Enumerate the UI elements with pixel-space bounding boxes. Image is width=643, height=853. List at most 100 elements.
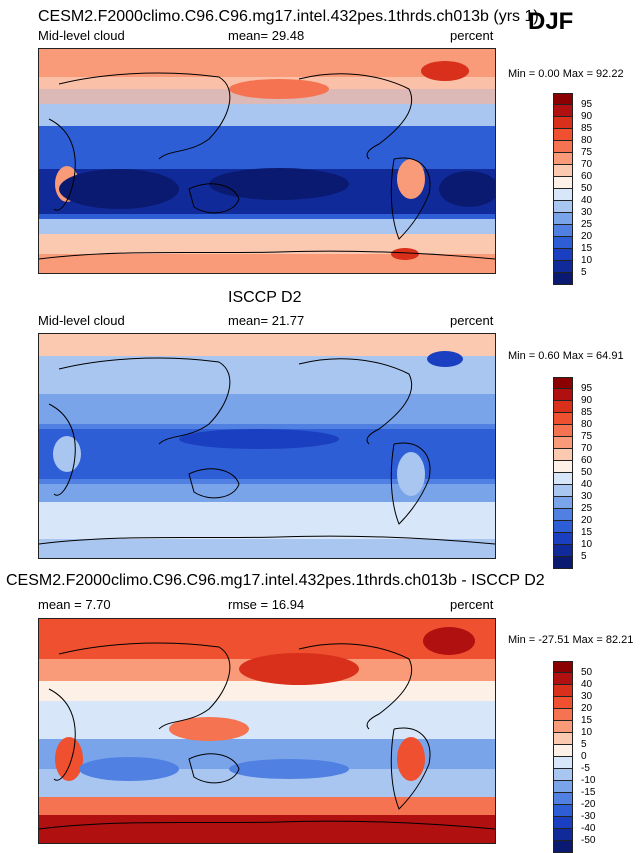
coast-australia xyxy=(188,183,240,214)
cool-indian-ocean xyxy=(79,757,179,781)
cbar3-cell-m15 xyxy=(553,781,573,793)
cbar1-cell-5 xyxy=(553,261,573,273)
cbar2-cell-75 xyxy=(553,425,573,437)
cbar1-cell-85 xyxy=(553,117,573,129)
north-light-band xyxy=(39,104,495,126)
dark-atlantic xyxy=(439,171,495,207)
cbar3-cell-10 xyxy=(553,721,573,733)
antarctic-spot xyxy=(391,248,419,260)
panel3-title: CESM2.F2000climo.C96.C96.mg17.intel.432p… xyxy=(6,572,545,589)
cbar3-cell-m5 xyxy=(553,757,573,769)
cbar2-tick: 85 xyxy=(581,407,593,418)
hotspot-africa xyxy=(55,737,83,781)
cbar2-tick: 5 xyxy=(581,551,587,562)
coastlines xyxy=(39,642,495,830)
cbar3-cell-m20 xyxy=(553,793,573,805)
panel2-units-label: percent xyxy=(450,313,494,328)
cbar2-cell-30 xyxy=(553,485,573,497)
dark-pacific xyxy=(209,168,349,200)
north-light-band xyxy=(39,356,495,396)
cbar1-cell-95 xyxy=(553,93,573,105)
panel2-colorbar xyxy=(553,377,573,569)
hotspot-pacific xyxy=(239,653,359,685)
panel3-map xyxy=(38,618,496,844)
cbar1-cell-70 xyxy=(553,153,573,165)
hotspot-siberia xyxy=(423,627,475,655)
panel2-mean-label: mean= 21.77 xyxy=(228,313,305,328)
spot-south-america xyxy=(397,452,425,496)
coast-north-america xyxy=(298,73,413,160)
coast-south-america xyxy=(390,157,431,240)
cbar3-tick: 40 xyxy=(581,679,593,690)
cbar2-tick: 60 xyxy=(581,455,593,466)
panel1-title: CESM2.F2000climo.C96.C96.mg17.intel.432p… xyxy=(38,8,539,25)
spot-pacific xyxy=(179,429,339,449)
cbar1-tick: 15 xyxy=(581,243,593,254)
cbar1-tick: 90 xyxy=(581,111,593,122)
coast-africa xyxy=(48,118,76,211)
cbar1-tick: 40 xyxy=(581,195,593,206)
panel3-units-label: percent xyxy=(450,597,494,612)
hotspot-indonesia xyxy=(169,717,249,741)
coast-asia xyxy=(58,642,231,730)
cbar2-cell-25 xyxy=(553,497,573,509)
cbar2-cell-15 xyxy=(553,521,573,533)
cbar1-tick: 80 xyxy=(581,135,593,146)
arctic-band xyxy=(39,334,495,358)
coast-antarctica xyxy=(39,250,495,260)
coastlines xyxy=(39,72,495,260)
coast-south-america xyxy=(390,442,431,525)
cbar3-cell-m50 xyxy=(553,829,573,841)
panel1-minmax-label: Min = 0.00 Max = 92.22 xyxy=(508,68,624,80)
cbar3-tick: -50 xyxy=(581,835,596,846)
cbar1-tick: 75 xyxy=(581,147,593,158)
cbar2-tick: 75 xyxy=(581,431,593,442)
cbar3-tick: -40 xyxy=(581,823,596,834)
cbar2-cell-10 xyxy=(553,533,573,545)
cbar2-tick: 70 xyxy=(581,443,593,454)
cbar3-cell-40 xyxy=(553,673,573,685)
cbar3-tick: 20 xyxy=(581,703,593,714)
antarctic-band xyxy=(39,254,495,273)
cbar1-cell-60 xyxy=(553,165,573,177)
dark-indian-ocean xyxy=(59,169,179,209)
panel2-minmax-label: Min = 0.60 Max = 64.91 xyxy=(508,350,624,362)
cbar1-tick: 50 xyxy=(581,183,593,194)
cbar2-tick: 20 xyxy=(581,515,593,526)
south-band xyxy=(39,797,495,817)
spot-africa xyxy=(53,436,81,472)
cbar1-tick: 20 xyxy=(581,231,593,242)
coast-north-america xyxy=(298,358,413,445)
cbar3-tick: -30 xyxy=(581,811,596,822)
panel1-mean-label: mean= 29.48 xyxy=(228,28,305,43)
south-light-band xyxy=(39,502,495,542)
spot-greenland xyxy=(427,351,463,367)
south-peach-band xyxy=(39,234,495,256)
hotspot-amazon xyxy=(397,737,425,781)
coast-asia xyxy=(58,72,231,160)
coast-australia xyxy=(188,753,240,784)
coast-australia xyxy=(188,468,240,499)
cbar3-tick: 15 xyxy=(581,715,593,726)
cbar1-cell-80 xyxy=(553,129,573,141)
panel1-map xyxy=(38,48,496,274)
panel2-variable-label: Mid-level cloud xyxy=(38,313,125,328)
panel1-units-label: percent xyxy=(450,28,494,43)
antarctic-band xyxy=(39,539,495,558)
cbar2-cell-5 xyxy=(553,545,573,557)
coastlines xyxy=(39,357,495,545)
cbar1-tick: 5 xyxy=(581,267,587,278)
cbar3-cell-0 xyxy=(553,745,573,757)
cbar2-tick: 95 xyxy=(581,383,593,394)
cbar3-tick: -20 xyxy=(581,799,596,810)
cbar1-tick: 30 xyxy=(581,207,593,218)
cbar1-tick: 85 xyxy=(581,123,593,134)
panel3-mean-label: mean = 7.70 xyxy=(38,597,111,612)
coast-africa xyxy=(48,688,76,781)
cbar1-cell-40 xyxy=(553,189,573,201)
cbar3-tick: 10 xyxy=(581,727,593,738)
cbar1-tick: 70 xyxy=(581,159,593,170)
hotspot-amazon xyxy=(397,159,425,199)
cbar3-cell-m30 xyxy=(553,805,573,817)
hotspot-pacific xyxy=(229,79,329,99)
